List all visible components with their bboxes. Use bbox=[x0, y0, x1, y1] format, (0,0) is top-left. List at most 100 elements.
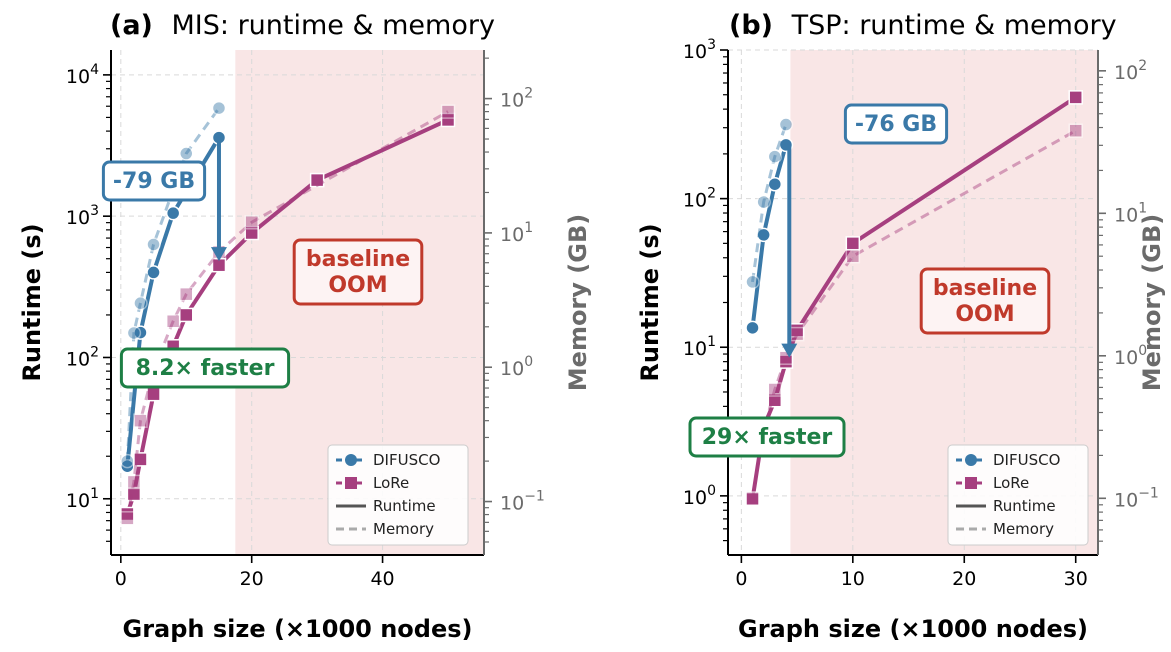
legend-label: Memory bbox=[373, 520, 434, 538]
chart-panel-mis: 101 102 103 104 10−1 100 101 102 0 20 40 (a) MIS: r… bbox=[18, 10, 592, 643]
y-right-tick-label: 100 bbox=[500, 354, 533, 380]
y-right-tick-label: 102 bbox=[1114, 58, 1147, 84]
chart-title: (b) TSP: runtime & memory bbox=[729, 10, 1117, 41]
series-difusco-runtime bbox=[745, 137, 794, 336]
oom-annotation: baseline OOM bbox=[292, 238, 424, 306]
data-point bbox=[179, 286, 194, 302]
oom-annotation-text: baseline OOM bbox=[306, 247, 410, 298]
data-point bbox=[440, 112, 456, 128]
x-tick-label: 20 bbox=[952, 568, 976, 590]
arrow-head bbox=[210, 247, 227, 262]
data-point bbox=[440, 104, 456, 119]
data-point bbox=[767, 392, 783, 408]
y-right-tick-label: 102 bbox=[500, 86, 533, 112]
data-point bbox=[120, 506, 135, 522]
y-axis-label: Runtime (s) bbox=[18, 223, 46, 381]
oom-annotation-frame bbox=[919, 267, 1051, 335]
series-line bbox=[125, 118, 449, 515]
data-point bbox=[146, 386, 161, 402]
speedup-annotation-text: 8.2× faster bbox=[136, 356, 275, 381]
y-right-tick-label: 100 bbox=[1114, 343, 1147, 369]
series-difusco-memory bbox=[745, 117, 794, 290]
x-tick-label: 20 bbox=[240, 568, 264, 590]
memory-saving-annotation: -79 GB bbox=[101, 160, 207, 202]
x-tick-label: 0 bbox=[735, 568, 747, 590]
legend-marker bbox=[345, 477, 357, 489]
data-point bbox=[146, 237, 161, 252]
y-axis-label-right: Memory (GB) bbox=[564, 214, 592, 391]
data-point bbox=[778, 117, 794, 132]
data-point bbox=[778, 354, 794, 369]
data-point bbox=[133, 452, 148, 467]
data-point bbox=[133, 325, 148, 340]
data-point bbox=[179, 146, 194, 161]
data-point bbox=[756, 194, 771, 210]
y-tick-label: 103 bbox=[66, 203, 99, 229]
x-axis-label: Graph size (×1000 nodes) bbox=[738, 615, 1088, 643]
speedup-annotation-frame bbox=[688, 416, 846, 458]
legend-frame bbox=[947, 444, 1089, 546]
oom-annotation-frame bbox=[292, 238, 424, 306]
legend-marker bbox=[965, 477, 977, 489]
legend-label: Runtime bbox=[373, 497, 436, 515]
x-tick-label: 30 bbox=[1064, 568, 1088, 590]
y-tick-label: 101 bbox=[66, 486, 99, 512]
y-tick-label: 103 bbox=[683, 37, 716, 63]
y-right-tick-label: 10−1 bbox=[500, 489, 545, 515]
data-point bbox=[146, 265, 161, 280]
data-point bbox=[767, 382, 783, 397]
data-point bbox=[244, 215, 259, 230]
data-point bbox=[126, 474, 142, 490]
y-tick-label: 104 bbox=[66, 62, 99, 88]
x-axis-label: Graph size (×1000 nodes) bbox=[123, 615, 473, 643]
data-point bbox=[745, 320, 760, 336]
data-point bbox=[767, 176, 783, 192]
y-tick-label: 102 bbox=[683, 186, 716, 212]
data-point bbox=[133, 413, 148, 428]
data-point bbox=[845, 248, 861, 264]
memory-saving-annotation-text: -76 GB bbox=[855, 112, 937, 137]
x-tick-label: 0 bbox=[115, 568, 127, 590]
data-point bbox=[126, 486, 142, 502]
y-axis-label-right: Memory (GB) bbox=[1138, 214, 1166, 391]
data-point bbox=[211, 100, 227, 116]
oom-annotation: baseline OOM bbox=[919, 267, 1051, 335]
speedup-annotation-text: 29× faster bbox=[702, 425, 833, 450]
legend-frame bbox=[327, 444, 469, 546]
data-point bbox=[120, 511, 135, 526]
legend-label: DIFUSCO bbox=[993, 451, 1060, 469]
memory-saving-annotation: -76 GB bbox=[843, 103, 949, 145]
y-tick-label: 102 bbox=[66, 344, 99, 370]
series-line bbox=[750, 144, 788, 329]
series-line bbox=[125, 110, 449, 519]
legend-label: LoRe bbox=[993, 474, 1029, 492]
data-point bbox=[126, 325, 142, 341]
speedup-annotation: 29× faster bbox=[688, 416, 846, 458]
data-point bbox=[179, 307, 194, 323]
y-axis-label: Runtime (s) bbox=[636, 223, 664, 381]
data-point bbox=[745, 491, 760, 507]
memory-saving-annotation-frame bbox=[101, 160, 207, 202]
series-lore-runtime bbox=[120, 112, 456, 522]
x-tick-label: 10 bbox=[841, 568, 865, 590]
legend-label: Memory bbox=[993, 520, 1054, 538]
data-point bbox=[1068, 123, 1083, 138]
speedup-annotation: 8.2× faster bbox=[119, 347, 291, 389]
data-point bbox=[767, 149, 783, 164]
memory-saving-annotation-frame bbox=[843, 103, 949, 145]
memory-saving-annotation-text: -79 GB bbox=[113, 169, 195, 194]
speedup-annotation-frame bbox=[119, 347, 291, 389]
y-right-tick-label: 101 bbox=[1114, 200, 1147, 226]
data-point bbox=[244, 225, 259, 241]
legend: DIFUSCO LoRe Runtime Memory bbox=[327, 444, 469, 546]
y-right-tick-label: 10−1 bbox=[1114, 485, 1159, 511]
legend-label: Runtime bbox=[993, 497, 1056, 515]
x-tick-label: 40 bbox=[370, 568, 394, 590]
chart-title: (a) MIS: runtime & memory bbox=[110, 10, 495, 41]
data-point bbox=[1068, 90, 1083, 105]
y-tick-label: 100 bbox=[683, 483, 716, 509]
data-point bbox=[309, 172, 325, 188]
arrow-head bbox=[781, 343, 798, 358]
data-point bbox=[789, 326, 805, 342]
